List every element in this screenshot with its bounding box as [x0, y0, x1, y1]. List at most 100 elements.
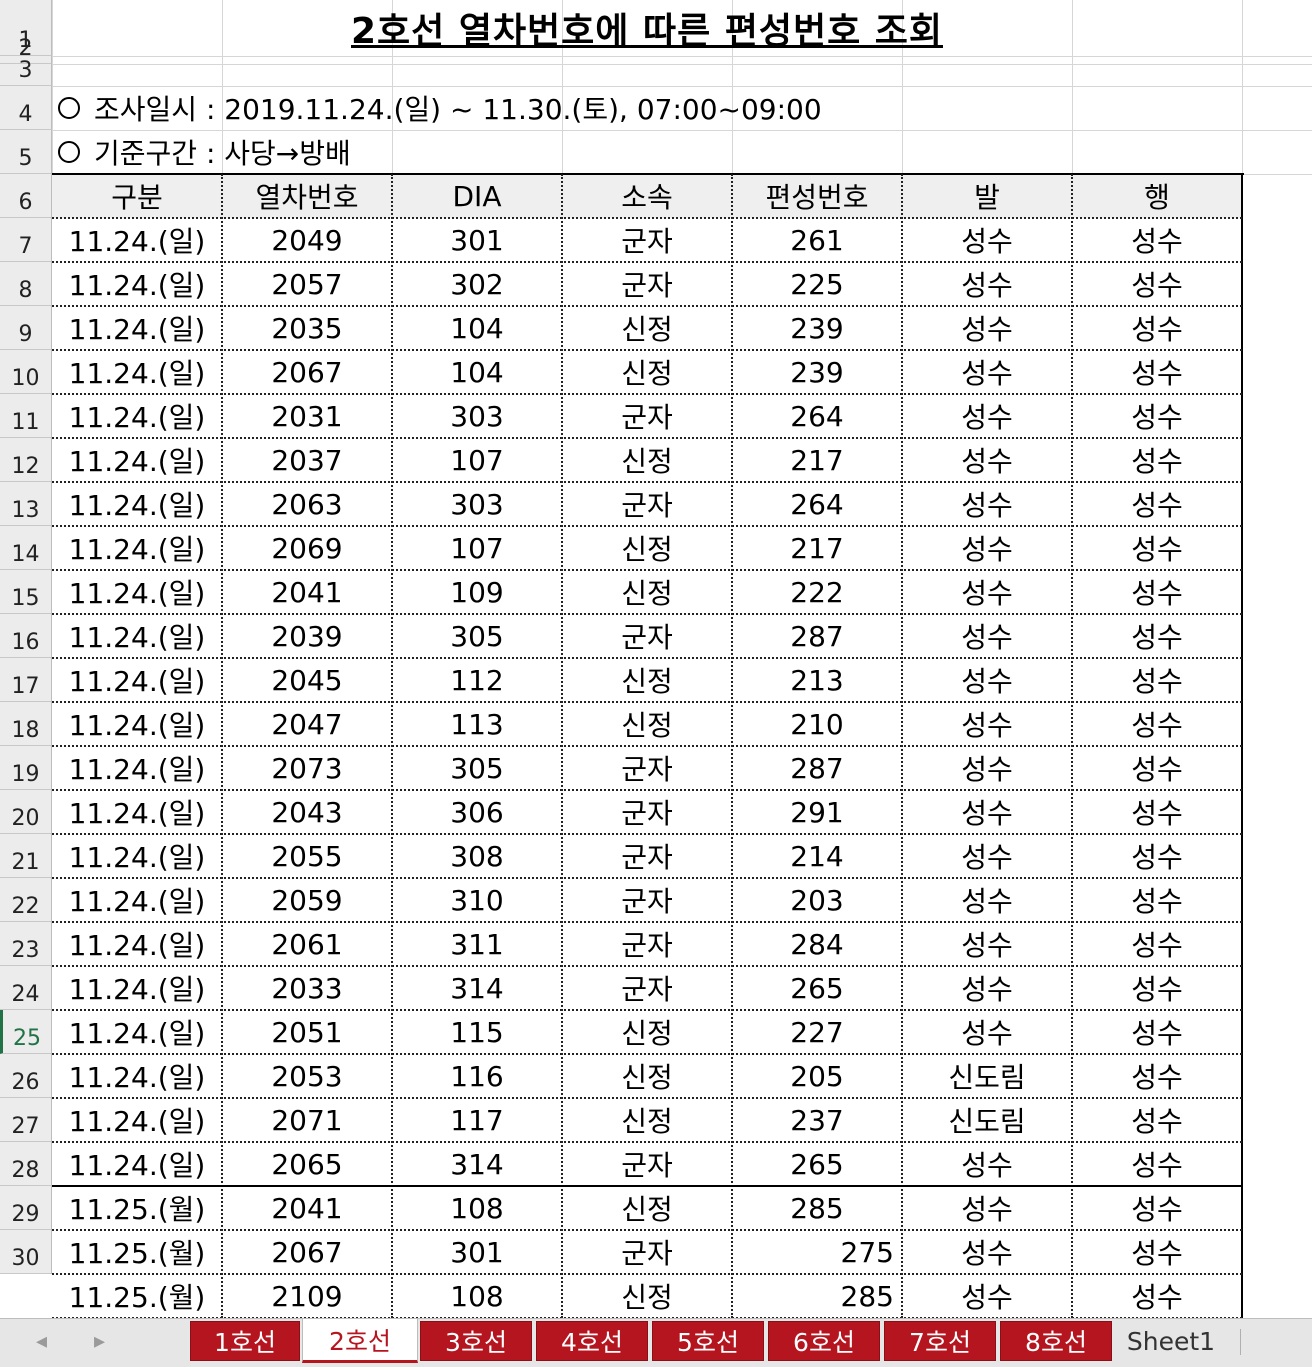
- table-cell[interactable]: 성수: [1131, 1237, 1183, 1270]
- table-cell[interactable]: 성수: [961, 1017, 1013, 1050]
- reference-section[interactable]: 기준구간 : 사당→방배: [58, 130, 351, 174]
- table-cell[interactable]: 성수: [961, 357, 1013, 390]
- row-header-12[interactable]: 12: [0, 438, 52, 482]
- table-cell[interactable]: 신정: [621, 313, 673, 346]
- table-cell[interactable]: 239: [790, 311, 844, 345]
- table-cell[interactable]: 107: [450, 443, 504, 477]
- table-cell[interactable]: 285: [840, 1279, 894, 1313]
- table-cell[interactable]: 성수: [961, 489, 1013, 522]
- table-cell[interactable]: 225: [790, 267, 844, 301]
- table-cell[interactable]: 2041: [271, 1191, 343, 1225]
- table-cell[interactable]: 성수: [1131, 1105, 1183, 1138]
- table-cell[interactable]: 성수: [1131, 1017, 1183, 1050]
- table-cell[interactable]: 2059: [271, 883, 343, 917]
- sheet-tab-4[interactable]: 4호선: [536, 1321, 648, 1361]
- table-cell[interactable]: 314: [450, 1147, 504, 1181]
- table-cell[interactable]: 군자: [621, 753, 673, 786]
- table-cell[interactable]: 203: [790, 883, 844, 917]
- table-cell[interactable]: 214: [790, 839, 844, 873]
- table-cell[interactable]: 284: [790, 927, 844, 961]
- table-cell[interactable]: 11.25.(월): [68, 1237, 206, 1270]
- table-cell[interactable]: 104: [450, 355, 504, 389]
- sheet-tab-2[interactable]: 2호선: [302, 1319, 418, 1363]
- table-cell[interactable]: 신정: [621, 1281, 673, 1314]
- row-header-13[interactable]: 13: [0, 482, 52, 526]
- table-cell[interactable]: 303: [450, 399, 504, 433]
- table-cell[interactable]: 11.24.(일): [68, 269, 206, 302]
- table-cell[interactable]: 성수: [1131, 1149, 1183, 1182]
- table-cell[interactable]: 210: [790, 707, 844, 741]
- sheet-title[interactable]: 2호선 열차번호에 따른 편성번호 조회: [351, 11, 943, 52]
- table-cell[interactable]: 308: [450, 839, 504, 873]
- table-cell[interactable]: 성수: [1131, 357, 1183, 390]
- row-header-5[interactable]: 5: [0, 130, 52, 174]
- table-cell[interactable]: 11.24.(일): [68, 1017, 206, 1050]
- table-cell[interactable]: 11.24.(일): [68, 929, 206, 962]
- row-header-25[interactable]: 25: [0, 1010, 52, 1054]
- table-cell[interactable]: 성수: [1131, 973, 1183, 1006]
- sheet-tab-1[interactable]: 1호선: [190, 1321, 300, 1361]
- table-cell[interactable]: 265: [790, 1147, 844, 1181]
- table-cell[interactable]: 2067: [271, 355, 343, 389]
- table-cell[interactable]: 302: [450, 267, 504, 301]
- table-cell[interactable]: 2039: [271, 619, 343, 653]
- table-cell[interactable]: 성수: [1131, 269, 1183, 302]
- row-header-10[interactable]: 10: [0, 350, 52, 394]
- table-cell[interactable]: 306: [450, 795, 504, 829]
- table-cell[interactable]: 11.24.(일): [68, 533, 206, 566]
- sheet-tab-7[interactable]: 7호선: [884, 1321, 996, 1361]
- table-cell[interactable]: 성수: [961, 929, 1013, 962]
- table-cell[interactable]: 2043: [271, 795, 343, 829]
- table-cell[interactable]: 군자: [621, 1149, 673, 1182]
- table-cell[interactable]: 성수: [961, 841, 1013, 874]
- sheet-tab-3[interactable]: 3호선: [420, 1321, 532, 1361]
- table-cell[interactable]: 222: [790, 575, 844, 609]
- table-cell[interactable]: 2033: [271, 971, 343, 1005]
- row-header-16[interactable]: 16: [0, 614, 52, 658]
- row-header-21[interactable]: 21: [0, 834, 52, 878]
- table-cell[interactable]: 신도림: [948, 1061, 1026, 1094]
- table-cell[interactable]: 116: [450, 1059, 504, 1093]
- row-header-20[interactable]: 20: [0, 790, 52, 834]
- table-cell[interactable]: 2061: [271, 927, 343, 961]
- table-cell[interactable]: 신정: [621, 1105, 673, 1138]
- table-cell[interactable]: 11.24.(일): [68, 401, 206, 434]
- prev-sheet-icon[interactable]: ◂: [36, 1329, 48, 1354]
- row-header-22[interactable]: 22: [0, 878, 52, 922]
- table-cell[interactable]: 2049: [271, 223, 343, 257]
- table-cell[interactable]: 성수: [1131, 401, 1183, 434]
- table-cell[interactable]: 성수: [961, 753, 1013, 786]
- table-cell[interactable]: 217: [790, 443, 844, 477]
- table-cell[interactable]: 11.24.(일): [68, 621, 206, 654]
- table-cell[interactable]: 성수: [961, 665, 1013, 698]
- table-cell[interactable]: 성수: [961, 621, 1013, 654]
- table-cell[interactable]: 군자: [621, 797, 673, 830]
- table-cell[interactable]: 성수: [961, 709, 1013, 742]
- table-cell[interactable]: 11.25.(월): [68, 1193, 206, 1226]
- table-cell[interactable]: 264: [790, 487, 844, 521]
- table-cell[interactable]: 11.24.(일): [68, 797, 206, 830]
- table-cell[interactable]: 신정: [621, 709, 673, 742]
- table-cell[interactable]: 108: [450, 1191, 504, 1225]
- table-cell[interactable]: 성수: [961, 973, 1013, 1006]
- column-header[interactable]: 편성번호: [732, 174, 902, 218]
- table-cell[interactable]: 205: [790, 1059, 844, 1093]
- row-header-28[interactable]: 28: [0, 1142, 52, 1186]
- table-cell[interactable]: 성수: [1131, 1193, 1183, 1226]
- table-cell[interactable]: 군자: [621, 973, 673, 1006]
- row-header-8[interactable]: 8: [0, 262, 52, 306]
- table-cell[interactable]: 11.24.(일): [68, 973, 206, 1006]
- row-header-24[interactable]: 24: [0, 966, 52, 1010]
- table-cell[interactable]: 성수: [1131, 445, 1183, 478]
- table-cell[interactable]: 11.24.(일): [68, 489, 206, 522]
- table-cell[interactable]: 성수: [1131, 577, 1183, 610]
- table-cell[interactable]: 11.25.(월): [68, 1281, 206, 1314]
- row-header-3[interactable]: 3: [0, 58, 52, 86]
- table-cell[interactable]: 11.24.(일): [68, 841, 206, 874]
- table-cell[interactable]: 성수: [1131, 797, 1183, 830]
- survey-datetime[interactable]: 조사일시 : 2019.11.24.(일) ~ 11.30.(토), 07:00…: [58, 86, 822, 130]
- table-cell[interactable]: 11.24.(일): [68, 665, 206, 698]
- table-cell[interactable]: 신정: [621, 357, 673, 390]
- row-header-30[interactable]: 30: [0, 1230, 52, 1274]
- table-cell[interactable]: 2057: [271, 267, 343, 301]
